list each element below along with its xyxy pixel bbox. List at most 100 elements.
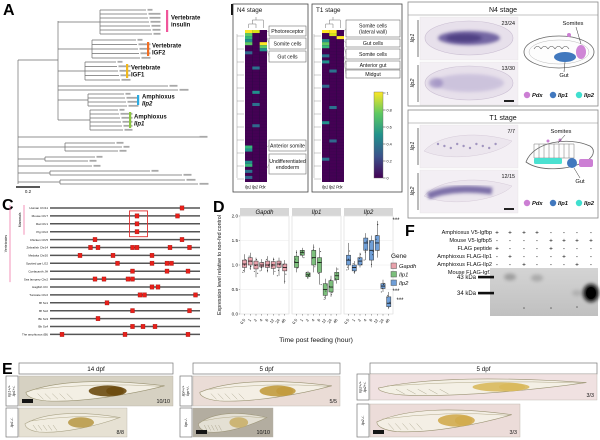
data-point (361, 263, 363, 266)
taxon-label-placeholder (138, 43, 151, 46)
condition-sign: - (523, 245, 525, 252)
facet-title: Gapdh (255, 210, 274, 216)
colorbar-tick-label: 0.2 (387, 159, 392, 163)
annotation-label: Undifferentiated (269, 159, 306, 165)
condition-sign: + (508, 229, 512, 236)
colorbar-tick-label: 0.4 (387, 142, 392, 146)
data-point (256, 259, 258, 261)
data-point (386, 296, 388, 298)
taxon-label-placeholder (89, 159, 97, 162)
gene-marker (134, 213, 140, 219)
facet-strip (344, 208, 393, 216)
panel-e-content: 14 dpf Ilp1+/+ Ilp1+/- 10/10 Ilp1-/- 8/8 5 dpf… (5, 362, 598, 438)
data-point (380, 291, 382, 293)
x-tick-label: 1 (247, 317, 253, 322)
kda-marker-label: 34 kDa (457, 291, 477, 297)
chromosome-label: The amphioxus (Bl) (22, 333, 48, 337)
annotation-label: Anterior gut (360, 63, 387, 69)
gill-slit (224, 393, 231, 400)
annotation-label: Gut cells (277, 55, 298, 61)
clade-label-line1: Vertebrate (171, 16, 201, 22)
expression-stain (426, 185, 493, 200)
chromosome-label: Rat Chr1 (36, 222, 48, 226)
gill-slit (44, 393, 51, 400)
pdx-dot (558, 138, 562, 142)
x-tick-label: 1 (299, 317, 305, 322)
genotype-box (179, 375, 193, 407)
clade-label-line2: Ilp2 (142, 102, 153, 108)
data-point (349, 250, 351, 252)
data-point (268, 263, 270, 265)
panel-d-content: Expression level relative to non-fed con… (217, 208, 416, 344)
gut-content (276, 386, 293, 396)
heatmap-cell (252, 66, 260, 70)
insitu-count: 7/7 (508, 129, 516, 135)
taxon-label-placeholder (186, 178, 196, 181)
gill-slit (428, 389, 438, 395)
data-point (326, 284, 328, 286)
taxon-label-placeholder (93, 164, 101, 167)
gene-marker (95, 316, 101, 321)
chromosome-label: Tunicate Chr2 (29, 293, 48, 297)
gill-slit (37, 393, 44, 400)
heatmap-cell (245, 42, 253, 46)
taxon-label-placeholder (199, 135, 208, 138)
taxon-label-placeholder (96, 155, 103, 158)
gene-marker (104, 300, 110, 306)
significance-mark: *** (392, 289, 400, 295)
gene-marker (149, 284, 155, 290)
gill-slit (231, 393, 238, 400)
data-point (295, 251, 298, 254)
data-point (334, 279, 336, 281)
kda-marker-dash (478, 275, 494, 279)
data-point (354, 270, 356, 272)
chromosome-label: Chicken Chr5 (30, 238, 49, 242)
gene-marker (134, 229, 140, 235)
tree-scale-label: 0.2 (25, 189, 32, 194)
data-point (257, 272, 259, 274)
expression-speckle (449, 146, 452, 150)
condition-sign: + (589, 237, 593, 244)
x-tick-label: 12 (320, 317, 327, 324)
condition-sign: - (536, 237, 538, 244)
gene-marker (130, 276, 135, 282)
genotype-box (5, 375, 19, 407)
gene-marker (115, 260, 120, 266)
x-tick-label: 24 (326, 317, 333, 324)
data-point (336, 273, 338, 275)
data-point (375, 238, 377, 240)
taxon-label-placeholder (125, 92, 131, 95)
gene-marker (130, 308, 135, 314)
y-tick-label: 0.5 (232, 287, 239, 292)
phylogenetic-tree: VertebrateinsulinVertebrateIGF2Vertebrat… (16, 8, 209, 194)
data-point (329, 279, 331, 281)
heatmap-cell (322, 121, 330, 125)
taxon-label-placeholder (169, 84, 178, 87)
heatmap-cell (329, 33, 337, 37)
data-point (324, 296, 326, 298)
condition-sign: + (575, 261, 579, 268)
legend-swatch-pdx (523, 91, 531, 99)
data-point (250, 265, 252, 268)
annotation-leader (266, 163, 270, 169)
x-tick-label: 4 (310, 317, 316, 322)
data-point (272, 263, 274, 266)
clade-label-line1: Vertebrate (152, 44, 182, 50)
condition-sign: - (576, 245, 578, 252)
legend-label: Ilp1 (558, 201, 568, 207)
condition-sign: + (549, 245, 553, 252)
gut-leader (563, 61, 566, 73)
taxon-label-placeholder (120, 74, 131, 77)
somites-label: Somites (551, 129, 572, 135)
legend-label: Pdx (532, 201, 543, 207)
genotype-label: Ilp1+/+ (8, 384, 12, 396)
data-point (377, 224, 379, 226)
embryo-schematic-outline (523, 35, 595, 69)
taxon-label-placeholder (152, 28, 161, 31)
taxon-label-placeholder (179, 88, 189, 91)
scale-bar (504, 100, 514, 102)
taxon-label-placeholder (140, 52, 151, 55)
taxon-label-placeholder (124, 128, 133, 131)
clade-label-line2: insulin (171, 23, 191, 29)
